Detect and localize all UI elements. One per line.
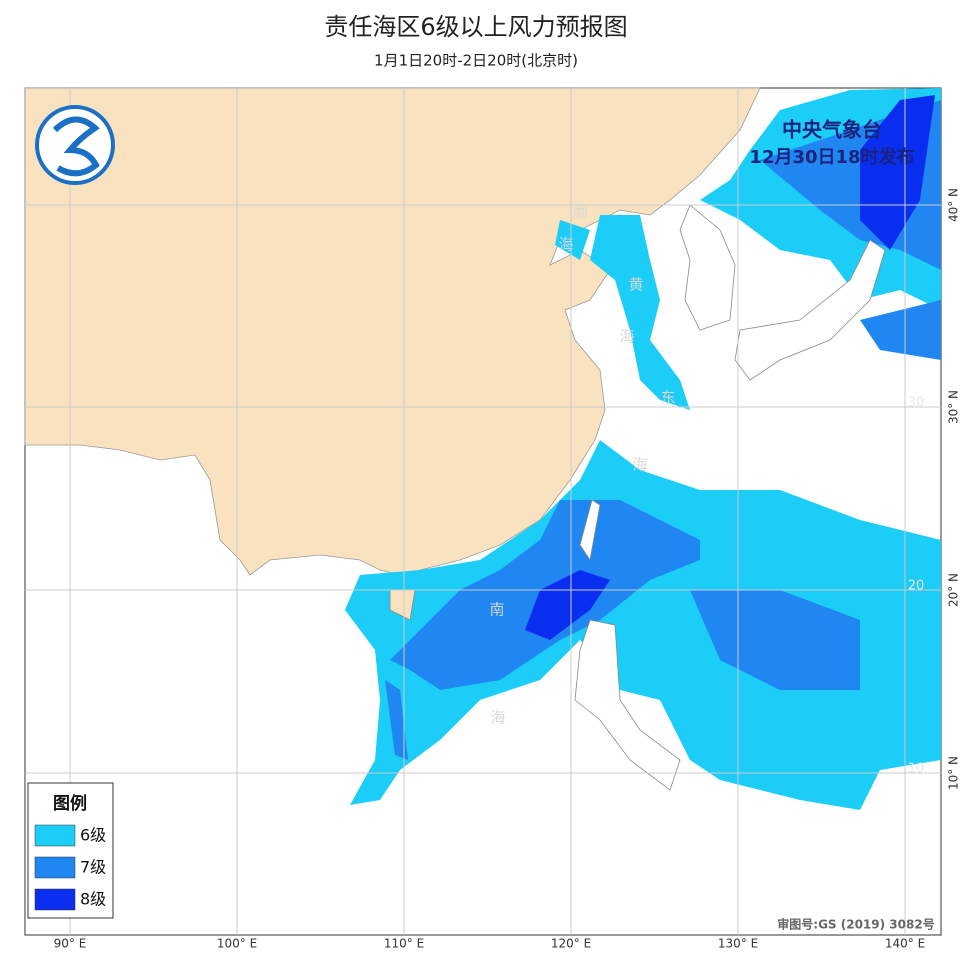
sea-label: 东 (660, 389, 675, 407)
taiwan (579, 499, 601, 562)
legend-label: 7级 (80, 858, 106, 877)
sea-label: 海 (632, 456, 647, 474)
japan (734, 239, 886, 381)
land (24, 87, 761, 576)
map-body (24, 87, 941, 810)
longitude-label: 140° E (885, 937, 925, 951)
korea (679, 204, 736, 331)
sea-label: 南 (489, 601, 504, 619)
legend: 图例 6级 7级 8级 (27, 782, 114, 919)
title: 责任海区6级以上风力预报图 (324, 13, 627, 41)
wind-area (385, 680, 408, 760)
latitude-inner-label: 30 (908, 396, 925, 411)
sea-label: 海 (558, 236, 573, 254)
longitude-label: 120° E (551, 937, 591, 951)
latitude-label: 20° N (947, 573, 961, 607)
issue-time: 12月30日18时发布 (749, 146, 914, 168)
philippines (574, 619, 681, 791)
legend-swatch (34, 856, 76, 879)
legend-label: 6级 (80, 826, 106, 845)
legend-swatch (34, 888, 76, 911)
wind-area (860, 95, 935, 250)
wind-area (555, 220, 590, 260)
latitude-label: 10° N (947, 756, 961, 790)
subtitle: 1月1日20时-2日20时(北京时) (374, 52, 578, 70)
approval-number: 审图号:GS (2019) 3082号 (777, 917, 934, 932)
wind-area (590, 215, 690, 410)
legend-label: 8级 (80, 890, 106, 909)
longitude-label: 90° E (54, 937, 87, 951)
wind-area (690, 590, 860, 690)
sea-label: 渤 (572, 203, 587, 221)
latitude-inner-label: 20 (908, 579, 925, 594)
longitude-label: 130° E (718, 937, 758, 951)
legend-title: 图例 (53, 793, 87, 814)
longitude-label: 100° E (217, 937, 257, 951)
wind-area (860, 300, 941, 360)
legend-swatch (34, 824, 76, 847)
latitude-inner-label: 10 (908, 762, 925, 777)
latitude-label: 30° N (947, 390, 961, 424)
logo (35, 105, 115, 185)
sea-label: 海 (619, 328, 634, 346)
wind-area (345, 440, 941, 810)
latitude-label: 40° N (947, 188, 961, 222)
longitude-label: 110° E (384, 937, 424, 951)
sea-label: 黄 (628, 276, 643, 294)
issuer-name: 中央气象台 (782, 118, 882, 142)
wind-area (525, 570, 610, 640)
sea-label: 海 (490, 709, 505, 727)
